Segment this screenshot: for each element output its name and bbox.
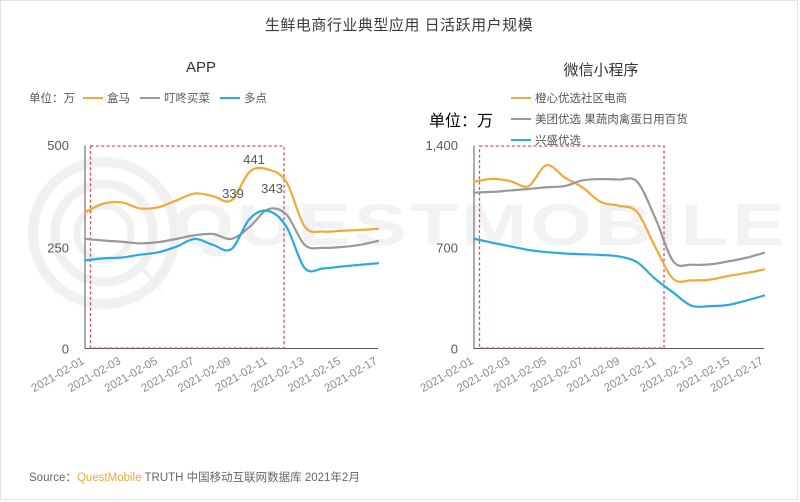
svg-text:250: 250 [47, 241, 69, 256]
svg-text:343: 343 [261, 181, 283, 196]
svg-text:441: 441 [243, 152, 265, 167]
svg-text:500: 500 [47, 138, 69, 153]
svg-text:0: 0 [62, 342, 69, 357]
svg-text:339: 339 [222, 186, 244, 201]
